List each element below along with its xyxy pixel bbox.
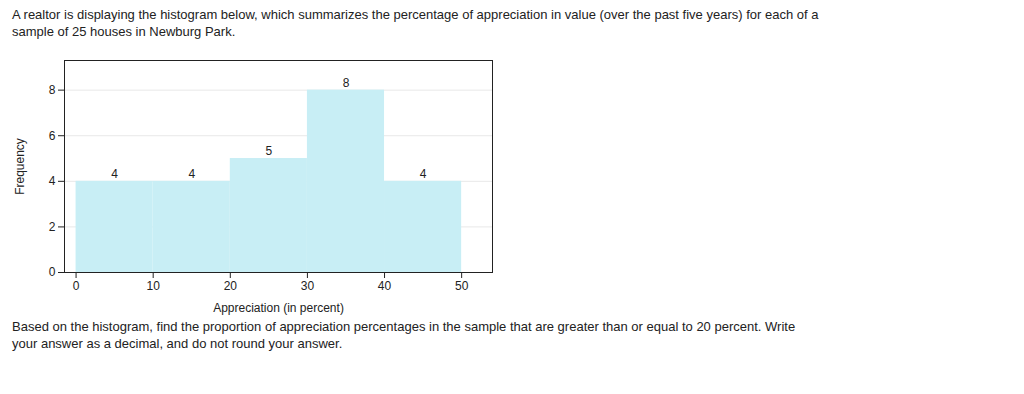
svg-text:8: 8 xyxy=(343,76,350,90)
html-text:Based on the histogram, find t: Based on the histogram, find the proport… xyxy=(12,319,796,334)
svg-text:50: 50 xyxy=(455,279,469,293)
svg-text:8: 8 xyxy=(49,83,56,97)
html-text:your answer as a decimal, and: your answer as a decimal, and do not rou… xyxy=(12,336,343,351)
svg-text:Frequency: Frequency xyxy=(13,138,27,195)
svg-text:10: 10 xyxy=(147,279,161,293)
svg-text:6: 6 xyxy=(49,129,56,143)
svg-text:4: 4 xyxy=(188,167,195,181)
html-text:A realtor is displaying the hi: A realtor is displaying the histogram be… xyxy=(12,7,819,22)
svg-text:4: 4 xyxy=(49,174,56,188)
svg-text:4: 4 xyxy=(111,167,118,181)
svg-text:40: 40 xyxy=(378,279,392,293)
svg-text:0: 0 xyxy=(73,279,80,293)
svg-text:30: 30 xyxy=(301,279,315,293)
html-text:sample of 25 houses in Newburg: sample of 25 houses in Newburg Park. xyxy=(12,24,236,39)
svg-text:4: 4 xyxy=(420,167,427,181)
svg-text:20: 20 xyxy=(224,279,238,293)
svg-text:2: 2 xyxy=(49,220,56,234)
svg-text:0: 0 xyxy=(49,265,56,279)
svg-text:Appreciation (in percent): Appreciation (in percent) xyxy=(213,301,344,315)
svg-text:5: 5 xyxy=(266,144,273,158)
